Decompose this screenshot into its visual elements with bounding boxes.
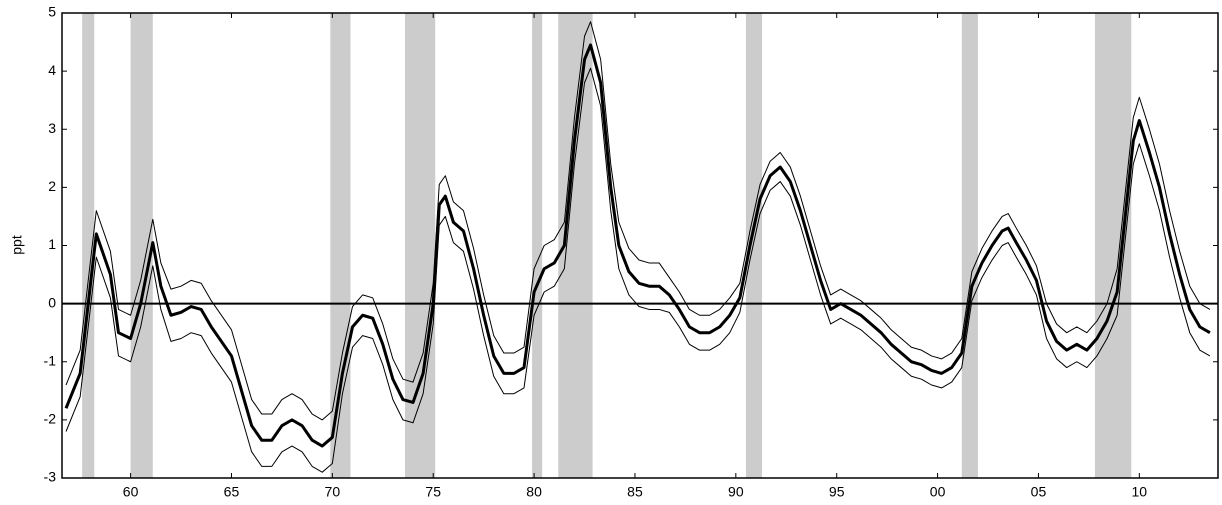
- x-tick-label: 95: [829, 484, 845, 500]
- y-tick-label: 3: [48, 120, 56, 136]
- shaded-region: [1094, 13, 1132, 478]
- series-line: [64, 43, 1211, 448]
- y-tick-label: -1: [44, 352, 57, 368]
- y-tick-label: 2: [48, 178, 56, 194]
- series-line: [65, 67, 1211, 473]
- y-tick-label: 1: [48, 236, 56, 252]
- y-tick-label: 0: [48, 294, 56, 310]
- x-tick-label: 60: [123, 484, 139, 500]
- y-tick-label: 4: [48, 62, 56, 78]
- x-tick-label: 10: [1132, 484, 1148, 500]
- series-line: [65, 21, 1211, 421]
- y-axis-label: ppt: [9, 235, 25, 255]
- shaded-region: [745, 13, 763, 478]
- shaded-region: [404, 13, 436, 478]
- x-tick-label: 70: [325, 484, 341, 500]
- shaded-region: [532, 13, 543, 478]
- plot-frame: [61, 12, 1219, 479]
- shaded-region: [130, 13, 153, 478]
- x-tick-label: 90: [728, 484, 744, 500]
- x-tick-label: 65: [224, 484, 240, 500]
- shaded-region: [961, 13, 978, 478]
- y-tick-label: -3: [44, 469, 57, 485]
- x-tick-label: 80: [526, 484, 542, 500]
- x-tick-label: 05: [1031, 484, 1047, 500]
- x-tick-label: 85: [627, 484, 643, 500]
- y-tick-label: -2: [44, 411, 57, 427]
- shaded-region: [82, 13, 95, 478]
- x-tick-label: 75: [425, 484, 441, 500]
- y-tick-label: 5: [48, 4, 56, 20]
- x-tick-label: 00: [930, 484, 946, 500]
